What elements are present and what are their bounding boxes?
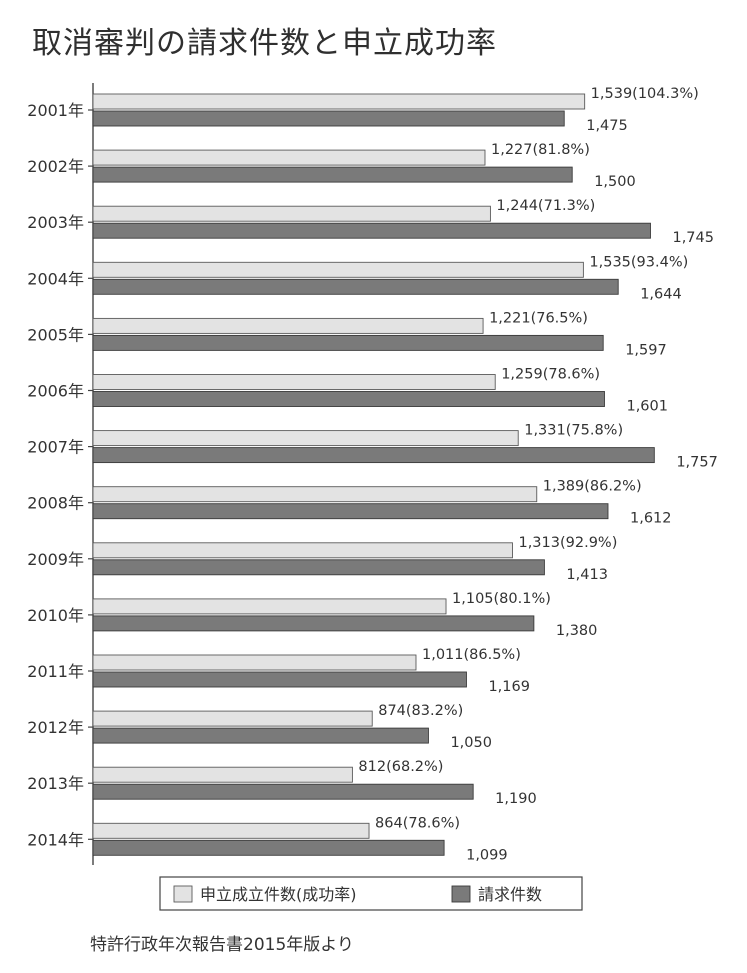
- data-label-requests: 1,475: [586, 118, 628, 134]
- source-note: 特許行政年次報告書2015年版より: [90, 935, 354, 955]
- bar-requests: [92, 278, 619, 295]
- category-label: 2012年: [27, 718, 84, 737]
- data-label-success: 1,331(75.8%): [524, 423, 623, 439]
- data-label-requests: 1,601: [626, 399, 668, 415]
- category-label: 2005年: [27, 325, 84, 344]
- legend-swatch-requests: [451, 885, 471, 903]
- bar-success: [92, 205, 491, 222]
- legend-label-requests: 請求件数: [478, 885, 542, 904]
- data-label-success: 874(83.2%): [378, 703, 463, 719]
- data-label-success: 864(78.6%): [375, 815, 460, 831]
- data-label-requests: 1,644: [640, 286, 682, 302]
- data-label-requests: 1,050: [450, 735, 492, 751]
- bar-requests: [92, 166, 573, 183]
- category-label: 2004年: [27, 269, 84, 288]
- data-label-requests: 1,413: [566, 567, 608, 583]
- bar-success: [92, 598, 447, 615]
- bar-success: [92, 261, 584, 278]
- bar-success: [92, 822, 370, 839]
- data-label-requests: 1,500: [594, 174, 636, 190]
- data-label-success: 1,539(104.3%): [591, 86, 699, 102]
- data-label-requests: 1,380: [556, 623, 598, 639]
- bar-success: [92, 486, 538, 503]
- data-label-success: 1,227(81.8%): [491, 142, 590, 158]
- legend-swatch-success: [173, 885, 193, 903]
- bar-requests: [92, 615, 535, 632]
- bar-requests: [92, 727, 429, 744]
- bar-success: [92, 710, 373, 727]
- data-label-success: 1,011(86.5%): [422, 647, 521, 663]
- bar-requests: [92, 503, 609, 520]
- data-label-success: 1,244(71.3%): [496, 198, 595, 214]
- category-label: 2014年: [27, 830, 84, 849]
- bar-success: [92, 374, 496, 390]
- bar-requests: [92, 671, 467, 688]
- bar-requests: [92, 110, 565, 127]
- category-label: 2009年: [27, 550, 84, 569]
- data-label-requests: 1,190: [495, 791, 537, 807]
- chart-title: 取消審判の請求件数と申立成功率: [32, 26, 497, 61]
- category-label: 2003年: [27, 213, 84, 232]
- bar-success: [92, 93, 586, 110]
- data-label-success: 1,535(93.4%): [589, 254, 688, 270]
- bar-requests: [92, 783, 474, 800]
- bar-success: [92, 542, 513, 559]
- data-label-requests: 1,169: [488, 679, 530, 695]
- bar-requests: [92, 222, 651, 239]
- bar-success: [92, 149, 486, 166]
- bar-requests: [92, 334, 604, 351]
- bar-success: [92, 654, 417, 671]
- data-label-success: 1,259(78.6%): [501, 367, 600, 383]
- category-label: 2007年: [27, 438, 84, 457]
- data-label-requests: 1,597: [625, 342, 667, 358]
- category-label: 2008年: [27, 494, 84, 513]
- category-label: 2013年: [27, 774, 84, 793]
- bar-success: [92, 317, 484, 334]
- data-label-success: 812(68.2%): [358, 759, 443, 775]
- bar-requests: [92, 447, 655, 464]
- data-label-success: 1,313(92.9%): [518, 535, 617, 551]
- data-label-requests: 1,612: [630, 511, 672, 527]
- data-label-success: 1,389(86.2%): [543, 479, 642, 495]
- bar-requests: [92, 559, 545, 576]
- bar-success: [92, 430, 519, 447]
- data-label-success: 1,105(80.1%): [452, 591, 551, 607]
- bar-requests: [92, 391, 605, 407]
- data-label-requests: 1,745: [672, 230, 714, 246]
- legend-box: [159, 876, 583, 911]
- legend-label-success: 申立成立件数(成功率): [200, 885, 357, 904]
- category-label: 2011年: [27, 662, 84, 681]
- bar-success: [92, 766, 353, 783]
- data-label-requests: 1,757: [676, 455, 718, 471]
- category-label: 2010年: [27, 606, 84, 625]
- category-label: 2001年: [27, 101, 84, 120]
- data-label-requests: 1,099: [466, 847, 508, 863]
- bar-requests: [92, 839, 445, 856]
- category-label: 2006年: [27, 382, 84, 401]
- data-label-success: 1,221(76.5%): [489, 310, 588, 326]
- category-label: 2002年: [27, 157, 84, 176]
